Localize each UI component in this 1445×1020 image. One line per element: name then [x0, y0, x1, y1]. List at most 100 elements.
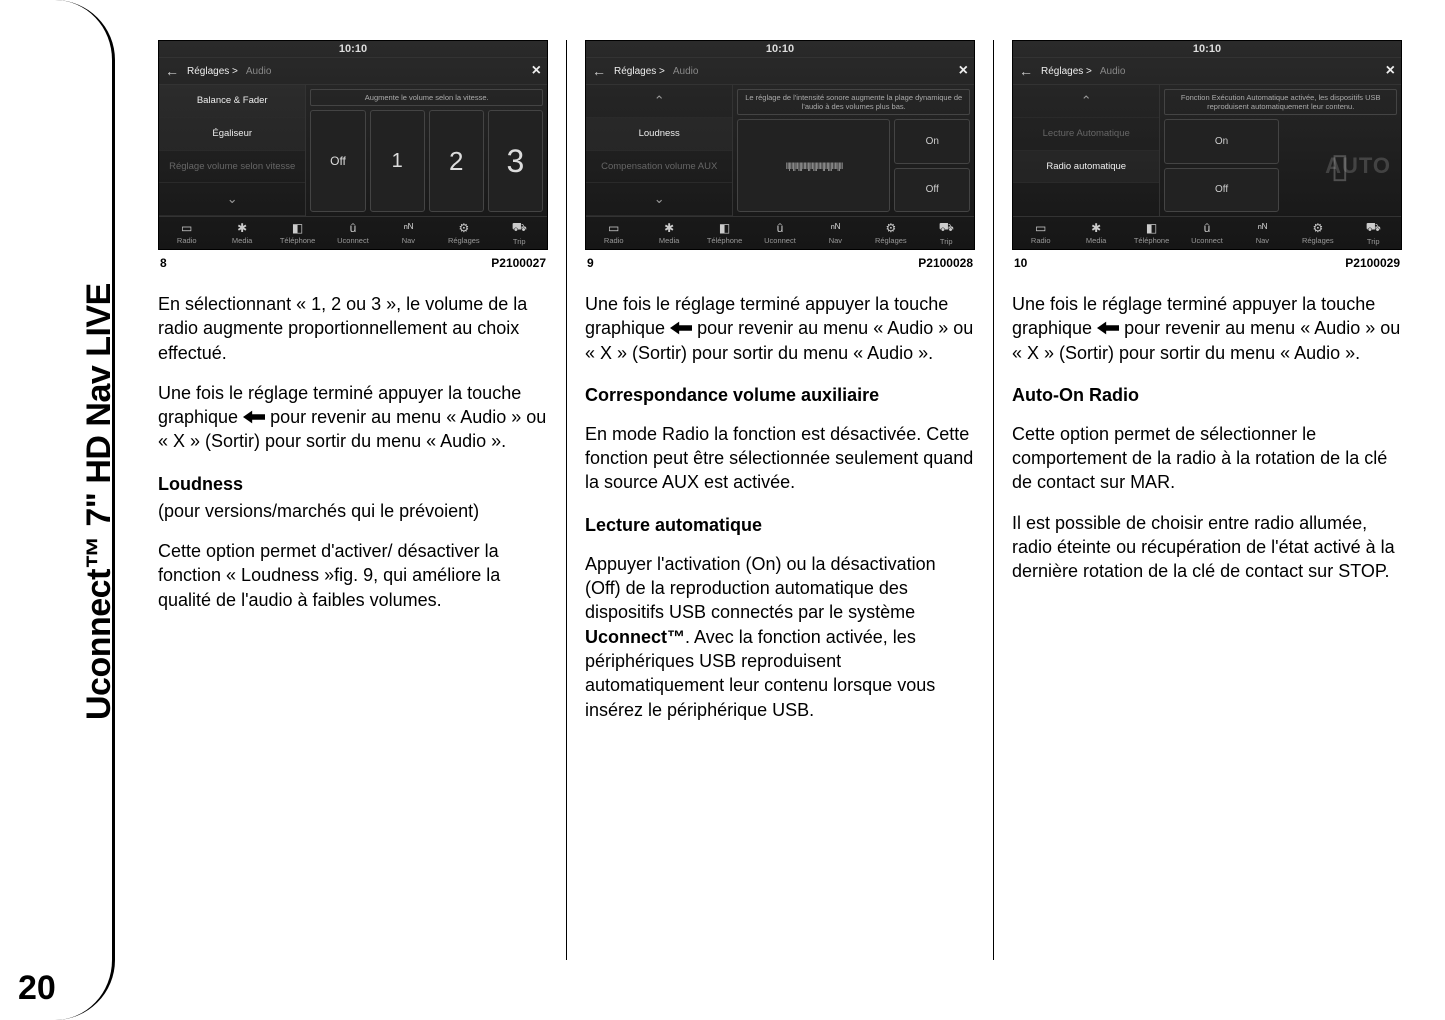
option-2[interactable]: 2: [429, 110, 484, 212]
waveform-icon: ‖|‖||‖|||‖‖||‖|||‖‖||‖|||‖‖||‖: [786, 161, 843, 171]
tab-nav[interactable]: ⁿᴺNav: [1235, 217, 1290, 249]
ui-sidebar: Balance & Fader Égaliseur Réglage volume…: [159, 85, 306, 216]
phone-icon: ◧: [1146, 221, 1157, 235]
sidebar-item[interactable]: Loudness: [586, 118, 732, 151]
option-on[interactable]: On: [894, 119, 970, 164]
column-3-text: Une fois le réglage terminé appuyer la t…: [1012, 276, 1402, 584]
figure-9: 10:10 ← Réglages > Audio × ⌃ Loudness Co…: [585, 40, 975, 270]
heading-autoplay: Lecture automatique: [585, 515, 975, 536]
figure-10: 10:10 ← Réglages > Audio × ⌃ Lecture Aut…: [1012, 40, 1402, 270]
column-1-text: En sélectionnant « 1, 2 ou 3 », le volum…: [158, 276, 548, 612]
crumb-sub: Audio: [1100, 66, 1126, 77]
ui-clock: 10:10: [159, 41, 547, 58]
sidebar-item[interactable]: Compensation volume AUX: [586, 151, 732, 184]
speed-volume-options: Off 1 2 3: [310, 110, 543, 212]
tab-nav[interactable]: ⁿᴺNav: [381, 217, 436, 249]
option-on[interactable]: On: [1164, 119, 1278, 164]
trip-icon: ⛟: [939, 220, 954, 236]
ui-main-pane: Le réglage de l'intensité sonore augment…: [733, 85, 974, 216]
tab-phone[interactable]: ◧Téléphone: [697, 217, 752, 249]
ui-sidebar: ⌃ Lecture Automatique Radio automatique …: [1013, 85, 1160, 216]
tab-radio[interactable]: ▭Radio: [1013, 217, 1068, 249]
figure-code: P2100029: [1345, 256, 1400, 270]
option-off[interactable]: Off: [1164, 168, 1278, 213]
crumb-main: Réglages >: [1041, 66, 1092, 77]
chevron-up-icon[interactable]: ⌃: [586, 85, 732, 118]
option-off[interactable]: Off: [894, 168, 970, 213]
media-icon: ✱: [664, 221, 674, 235]
tab-phone[interactable]: ◧Téléphone: [1124, 217, 1179, 249]
sidebar-item[interactable]: Lecture Automatique: [1013, 118, 1159, 151]
tab-trip[interactable]: ⛟Trip: [492, 217, 547, 249]
nav-icon: ⁿᴺ: [831, 221, 841, 235]
chevron-up-icon[interactable]: ⌃: [1013, 85, 1159, 118]
option-3[interactable]: 3: [488, 110, 543, 212]
heading-aux-volume: Correspondance volume auxiliaire: [585, 385, 975, 406]
tab-uconnect[interactable]: ûUconnect: [325, 217, 380, 249]
tab-media[interactable]: ✱Media: [214, 217, 269, 249]
column-2: 10:10 ← Réglages > Audio × ⌃ Loudness Co…: [566, 40, 993, 960]
media-icon: ✱: [237, 221, 247, 235]
figure-number: 9: [587, 256, 594, 270]
ui-screenshot-1: 10:10 ← Réglages > Audio × Balance & Fad…: [158, 40, 548, 250]
nav-icon: ⁿᴺ: [404, 221, 414, 235]
tab-uconnect[interactable]: ûUconnect: [752, 217, 807, 249]
page-spine: Uconnect™ 7" HD Nav LIVE 20: [0, 0, 115, 1020]
radio-icon: ▭: [608, 221, 619, 235]
back-icon[interactable]: ←: [592, 63, 606, 79]
tab-uconnect[interactable]: ûUconnect: [1179, 217, 1234, 249]
back-icon[interactable]: ←: [1019, 63, 1033, 79]
tab-radio[interactable]: ▭Radio: [586, 217, 641, 249]
ui-main-pane: Augmente le volume selon la vitesse. Off…: [306, 85, 547, 216]
paragraph: Cette option permet de sélectionner le c…: [1012, 422, 1402, 495]
trip-icon: ⛟: [512, 220, 527, 236]
sidebar-item[interactable]: Égaliseur: [159, 118, 305, 151]
bottom-tabs: ▭Radio ✱Media ◧Téléphone ûUconnect ⁿᴺNav…: [586, 216, 974, 249]
ui-clock: 10:10: [586, 41, 974, 58]
tab-phone[interactable]: ◧Téléphone: [270, 217, 325, 249]
uconnect-icon: û: [350, 221, 357, 235]
tab-settings[interactable]: ⚙Réglages: [1290, 217, 1345, 249]
auto-watermark: AUTO: [1325, 153, 1391, 179]
gear-icon: ⚙: [458, 221, 469, 235]
sidebar-item[interactable]: Réglage volume selon vitesse: [159, 151, 305, 184]
close-icon[interactable]: ×: [959, 62, 968, 80]
sidebar-item[interactable]: Balance & Fader: [159, 85, 305, 118]
paragraph: Cette option permet d'activer/ désactive…: [158, 539, 548, 612]
ui-breadcrumb: ← Réglages > Audio ×: [1013, 58, 1401, 85]
sidebar-item[interactable]: Radio automatique: [1013, 151, 1159, 184]
ui-hint: Le réglage de l'intensité sonore augment…: [737, 89, 970, 115]
tab-nav[interactable]: ⁿᴺNav: [808, 217, 863, 249]
paragraph: Une fois le réglage terminé appuyer la t…: [585, 292, 975, 365]
phone-icon: ◧: [719, 221, 730, 235]
tab-media[interactable]: ✱Media: [1068, 217, 1123, 249]
ui-clock: 10:10: [1013, 41, 1401, 58]
close-icon[interactable]: ×: [1386, 62, 1395, 80]
bottom-tabs: ▭Radio ✱Media ◧Téléphone ûUconnect ⁿᴺNav…: [159, 216, 547, 249]
radio-icon: ▭: [1035, 221, 1046, 235]
chevron-down-icon[interactable]: ⌄: [159, 183, 305, 216]
option-1[interactable]: 1: [370, 110, 425, 212]
figure-code: P2100027: [491, 256, 546, 270]
ui-screenshot-3: 10:10 ← Réglages > Audio × ⌃ Lecture Aut…: [1012, 40, 1402, 250]
uconnect-icon: û: [1204, 221, 1211, 235]
tab-trip[interactable]: ⛟Trip: [1346, 217, 1401, 249]
back-arrow-icon: [670, 321, 692, 335]
bottom-tabs: ▭Radio ✱Media ◧Téléphone ûUconnect ⁿᴺNav…: [1013, 216, 1401, 249]
chevron-down-icon[interactable]: ⌄: [586, 183, 732, 216]
ui-breadcrumb: ← Réglages > Audio ×: [586, 58, 974, 85]
tab-trip[interactable]: ⛟Trip: [919, 217, 974, 249]
tab-settings[interactable]: ⚙Réglages: [436, 217, 491, 249]
figure-number: 8: [160, 256, 167, 270]
option-off[interactable]: Off: [310, 110, 365, 212]
tab-media[interactable]: ✱Media: [641, 217, 696, 249]
back-icon[interactable]: ←: [165, 63, 179, 79]
tab-settings[interactable]: ⚙Réglages: [863, 217, 918, 249]
nav-icon: ⁿᴺ: [1258, 221, 1268, 235]
column-3: 10:10 ← Réglages > Audio × ⌃ Lecture Aut…: [993, 40, 1420, 960]
close-icon[interactable]: ×: [532, 62, 541, 80]
figure-8: 10:10 ← Réglages > Audio × Balance & Fad…: [158, 40, 548, 270]
paragraph: En sélectionnant « 1, 2 ou 3 », le volum…: [158, 292, 548, 365]
figure-number: 10: [1014, 256, 1027, 270]
tab-radio[interactable]: ▭Radio: [159, 217, 214, 249]
